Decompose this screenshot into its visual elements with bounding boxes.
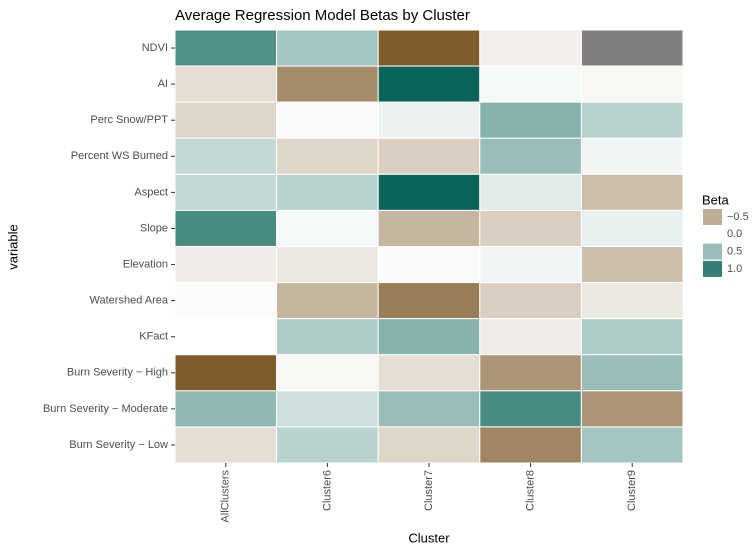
chart-title: Average Regression Model Betas by Cluste… [175,7,470,24]
heatmap-cell [174,282,278,320]
y-tick-label: AI [158,78,168,90]
heatmap-cell [479,65,582,103]
heatmap-cell [276,101,379,139]
heatmap-cell [276,390,379,428]
y-tick-label: Elevation [123,258,168,270]
legend-label: 1.0 [727,263,742,275]
y-tick-label: Aspect [134,186,168,198]
heatmap-cell [580,29,684,67]
heatmap-cell [580,246,684,284]
heatmap-cell [276,173,379,211]
heatmap-cell [174,390,278,428]
heatmap-cell [479,390,582,428]
heatmap-cell [174,354,278,392]
heatmap-cell [580,354,684,392]
heatmap-cell [580,173,684,211]
heatmap-cell [377,173,481,211]
y-tick-label: NDVI [142,42,168,54]
heatmap-cell [174,173,278,211]
heatmap-cell [580,426,684,464]
y-axis-title: variable [5,224,20,270]
heatmap-cell [580,65,684,103]
heatmap-cell [479,209,582,248]
heatmap-cell [276,246,379,284]
legend-title: Beta [702,192,730,207]
heatmap-cell [174,137,278,175]
heatmap-cell [479,246,582,284]
legend-label: 0.5 [727,246,742,258]
heatmap-cell [580,282,684,320]
x-tick-label: AllClusters [220,470,232,523]
legend-label: −0.5 [727,211,749,223]
heatmap-cell [580,318,684,356]
heatmap-cell [479,101,582,139]
heatmap-cell [174,65,278,103]
heatmap-cell [479,282,582,320]
heatmap-cell [580,390,684,428]
heatmap-cell [276,426,379,464]
heatmap-cell [479,173,582,211]
y-tick-label: KFact [139,331,168,343]
heatmap-cell [174,101,278,139]
legend-key [703,226,722,243]
heatmap-cell [174,246,278,284]
heatmap-cell [377,65,481,103]
heatmap-cell [377,101,481,139]
heatmap-cell [276,318,379,356]
x-tick-label: Cluster9 [626,470,638,511]
y-tick-label: Watershed Area [90,295,169,307]
y-tick-label: Perc Snow/PPT [90,114,168,126]
x-axis-title: Cluster [408,530,450,545]
heatmap-cell [377,354,481,392]
heatmap-cell [276,209,379,248]
y-tick-label: Percent WS Burned [71,150,168,162]
heatmap-cell [479,426,582,464]
heatmap-cell [377,209,481,248]
heatmap-cell [174,426,278,464]
y-tick-label: Burn Severity − Moderate [43,403,168,415]
heatmap-cell [377,318,481,356]
heatmap-cell [377,390,481,428]
legend-label: 0.0 [727,228,742,240]
heatmap-cell [479,318,582,356]
heatmap-cell [479,354,582,392]
heatmap-cell [276,354,379,392]
heatmap-cell [276,65,379,103]
heatmap-cell [580,101,684,139]
legend-key [703,209,722,225]
x-tick-label: Cluster8 [525,470,537,511]
heatmap-cell [580,209,684,248]
heatmap-cell [377,246,481,284]
y-tick-label: Burn Severity − High [67,367,168,379]
heatmap-cell [377,426,481,464]
legend-key [703,260,722,277]
heatmap-cell [580,137,684,175]
heatmap-cell [377,282,481,320]
heatmap-cell [174,209,278,248]
heatmap-cell [276,137,379,175]
legend-key [703,243,722,260]
y-tick-label: Burn Severity − Low [69,439,168,451]
heatmap-cell [479,29,582,67]
y-tick-label: Slope [140,222,168,234]
heatmap-cell [174,29,278,67]
heatmap-cell [377,137,481,175]
heatmap-cell [377,29,481,67]
x-tick-label: Cluster7 [423,470,435,511]
x-tick-label: Cluster6 [321,470,333,511]
heatmap-cell [479,137,582,175]
heatmap-cell [276,282,379,320]
heatmap-cell [276,29,379,67]
heatmap-cell [174,318,278,356]
